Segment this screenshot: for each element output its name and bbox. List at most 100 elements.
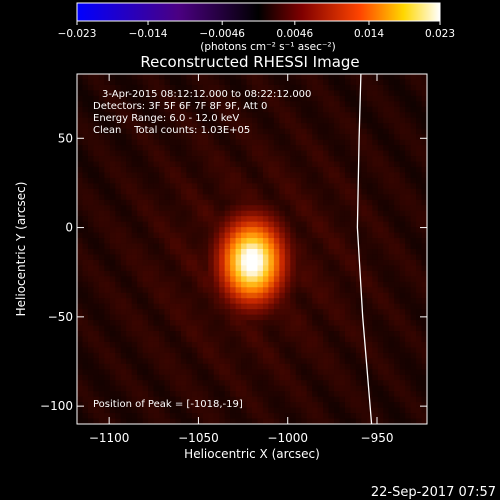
heatmap-cell (377, 95, 384, 102)
heatmap-cell (377, 145, 384, 151)
heatmap-cell (273, 287, 280, 294)
heatmap-cell (224, 216, 231, 223)
heatmap-cell (252, 402, 258, 408)
heatmap-cell (284, 374, 291, 381)
heatmap-cell (241, 101, 247, 108)
heatmap-cell (377, 183, 384, 190)
heatmap-cell (339, 161, 346, 168)
heatmap-cell (180, 156, 187, 162)
heatmap-cell (208, 156, 215, 162)
heatmap-cell (104, 238, 111, 244)
heatmap-cell (137, 374, 144, 381)
heatmap-cell (246, 309, 253, 316)
heatmap-cell (98, 221, 105, 228)
heatmap-cell (137, 221, 144, 228)
heatmap-cell (148, 298, 154, 305)
heatmap-cell (252, 183, 258, 190)
heatmap-cell (339, 177, 346, 184)
heatmap-cell (98, 238, 105, 244)
heatmap-cell (153, 309, 160, 316)
heatmap-cell (273, 227, 280, 233)
heatmap-cell (169, 276, 176, 283)
heatmap-cell (153, 314, 160, 321)
heatmap-cell (366, 325, 373, 332)
heatmap-cell (159, 134, 165, 141)
heatmap-cell (246, 90, 253, 97)
heatmap-cell (131, 249, 138, 255)
heatmap-cell (295, 380, 302, 387)
heatmap-cell (191, 358, 198, 365)
heatmap-cell (366, 270, 373, 277)
heatmap-cell (252, 358, 258, 365)
heatmap-cell (109, 363, 116, 370)
heatmap-cell (180, 352, 187, 359)
heatmap-cell (109, 287, 116, 294)
heatmap-cell (366, 281, 373, 288)
heatmap-cell (344, 363, 351, 370)
heatmap-cell (372, 259, 379, 266)
heatmap-cell (164, 369, 171, 376)
heatmap-cell (213, 265, 220, 272)
heatmap-cell (109, 227, 116, 233)
heatmap-cell (164, 90, 171, 97)
heatmap-cell (175, 166, 182, 173)
heatmap-cell (416, 402, 422, 408)
heatmap-cell (377, 232, 384, 239)
heatmap-cell (268, 402, 275, 408)
heatmap-cell (377, 358, 384, 365)
heatmap-cell (284, 413, 291, 419)
heatmap-cell (224, 276, 231, 283)
heatmap-cell (273, 325, 280, 332)
heatmap-cell (126, 331, 133, 337)
heatmap-cell (388, 221, 395, 228)
heatmap-cell (279, 101, 286, 108)
heatmap-cell (366, 287, 373, 294)
heatmap-cell (175, 358, 182, 365)
heatmap-cell (98, 128, 105, 135)
heatmap-cell (175, 139, 182, 146)
heatmap-cell (230, 402, 236, 408)
heatmap-cell (328, 161, 335, 168)
heatmap-cell (399, 101, 406, 108)
heatmap-cell (208, 79, 215, 86)
heatmap-cell (175, 385, 182, 392)
heatmap-cell (246, 166, 253, 173)
heatmap-cell (361, 418, 368, 424)
heatmap-cell (279, 106, 286, 113)
heatmap-cell (87, 95, 94, 102)
heatmap-cell (388, 183, 395, 190)
heatmap-cell (115, 325, 122, 332)
heatmap-cell (301, 314, 308, 321)
heatmap-cell (142, 106, 149, 113)
heatmap-cell (148, 413, 154, 419)
heatmap-cell (344, 259, 351, 266)
heatmap-cell (235, 249, 242, 255)
heatmap-cell (77, 205, 83, 212)
annotation-block: 3-Apr-2015 08:12:12.000 to 08:22:12.000 … (93, 89, 311, 410)
heatmap-cell (377, 161, 384, 168)
heatmap-cell (421, 396, 427, 403)
heatmap-cell (421, 145, 427, 151)
heatmap-cell (268, 396, 275, 403)
heatmap-cell (355, 336, 362, 343)
heatmap-cell (328, 95, 335, 102)
heatmap-cell (257, 238, 264, 244)
heatmap-cell (273, 79, 280, 86)
heatmap-cell (131, 205, 138, 212)
heatmap-cell (268, 177, 275, 184)
heatmap-cell (361, 314, 368, 321)
heatmap-cell (405, 358, 411, 365)
heatmap-cell (219, 385, 226, 392)
heatmap-cell (394, 117, 401, 124)
heatmap-cell (164, 139, 171, 146)
heatmap-cell (246, 391, 253, 398)
heatmap-cell (355, 84, 362, 91)
heatmap-cell (328, 145, 335, 151)
heatmap-cell (98, 205, 105, 212)
heatmap-cell (126, 265, 133, 272)
heatmap-cell (421, 117, 427, 124)
heatmap-cell (164, 95, 171, 102)
heatmap-cell (334, 74, 340, 80)
heatmap-cell (82, 413, 89, 419)
heatmap-cell (295, 101, 302, 108)
